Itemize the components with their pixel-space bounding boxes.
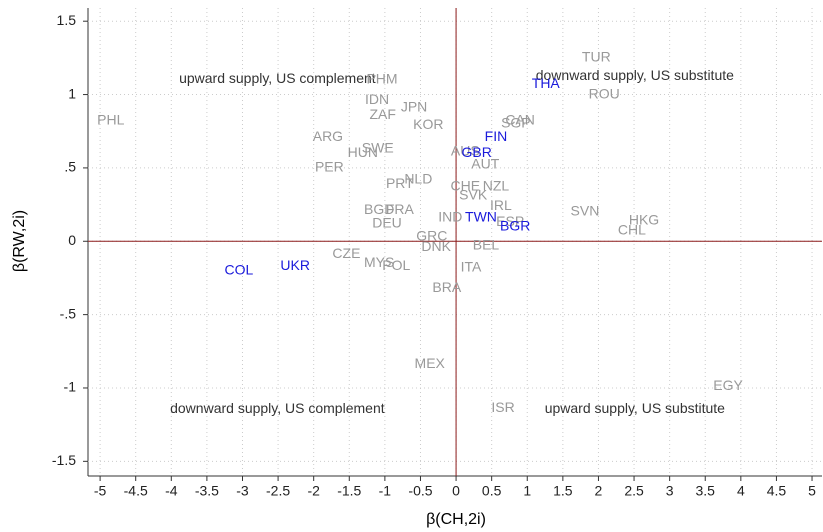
x-tick-label: -4 (165, 483, 178, 499)
point-label: HUN (348, 144, 378, 160)
point-label: PHM (366, 71, 397, 87)
point-label: SVK (459, 186, 488, 202)
point-label: POL (382, 257, 410, 273)
y-tick-label: .5 (64, 159, 76, 175)
point-label: DNK (421, 238, 451, 254)
y-tick-label: -1 (64, 379, 77, 395)
point-label: MYS (364, 254, 394, 270)
point-label: PHL (97, 112, 124, 128)
x-tick-label: -3 (236, 483, 249, 499)
point-label: FRA (386, 201, 415, 217)
point-label: BEL (473, 236, 500, 252)
x-tick-label: -2 (307, 483, 320, 499)
point-label: GBR (462, 144, 492, 160)
x-tick-label: 0.5 (482, 483, 502, 499)
point-label: AUS (451, 142, 480, 158)
y-axis-label: β(RW,2i) (11, 210, 28, 272)
x-tick-label: 5 (808, 483, 816, 499)
annotation: downward supply, US complement (170, 400, 385, 416)
x-tick-label: -3.5 (195, 483, 219, 499)
point-label: BRA (432, 279, 461, 295)
point-label: ROU (589, 85, 620, 101)
point-label: JPN (401, 98, 427, 114)
x-tick-label: 4 (737, 483, 745, 499)
point-label: FIN (485, 128, 508, 144)
point-label: BGD (364, 201, 394, 217)
point-label: CHL (618, 222, 646, 238)
point-label: ARG (313, 128, 343, 144)
x-tick-label: 2.5 (624, 483, 644, 499)
point-label: THA (532, 75, 561, 91)
x-axis-label: β(CH,2i) (426, 511, 486, 528)
point-label: EGY (713, 377, 743, 393)
annotation: upward supply, US substitute (545, 400, 725, 416)
point-label: HKG (629, 211, 659, 227)
y-tick-label: -1.5 (52, 452, 76, 468)
x-tick-label: -5 (94, 483, 107, 499)
y-tick-label: -.5 (60, 305, 77, 321)
point-label: ITA (461, 258, 482, 274)
point-label: IDN (365, 91, 389, 107)
point-label: KOR (413, 116, 443, 132)
point-label: DEU (372, 214, 402, 230)
point-label: CAN (505, 112, 535, 128)
point-label: PER (315, 159, 344, 175)
point-label: SVN (571, 203, 600, 219)
x-tick-label: -1 (379, 483, 392, 499)
x-tick-label: 0 (452, 483, 460, 499)
point-label: CZE (332, 245, 360, 261)
x-tick-label: 1 (523, 483, 531, 499)
annotation: downward supply, US substitute (536, 67, 734, 83)
point-label: NZL (483, 178, 510, 194)
x-tick-label: 3.5 (696, 483, 716, 499)
x-tick-label: 3 (666, 483, 674, 499)
y-tick-label: 1 (68, 85, 76, 101)
x-tick-label: -2.5 (266, 483, 290, 499)
point-label: TWN (465, 208, 497, 224)
x-tick-label: 4.5 (767, 483, 787, 499)
point-label: ISR (491, 399, 514, 415)
point-label: IND (438, 208, 462, 224)
point-label: MEX (415, 355, 446, 371)
x-tick-label: -4.5 (124, 483, 148, 499)
point-label: SWE (362, 140, 394, 156)
x-tick-label: 2 (595, 483, 603, 499)
point-label: PRT (386, 175, 414, 191)
x-tick-label: -1.5 (337, 483, 361, 499)
point-label: GRC (416, 228, 447, 244)
point-label: BGR (500, 217, 530, 233)
y-tick-label: 0 (68, 232, 76, 248)
point-label: COL (225, 261, 254, 277)
x-tick-label: -0.5 (408, 483, 432, 499)
point-label: UKR (280, 257, 310, 273)
point-label: TUR (582, 49, 611, 65)
point-label: SGP (501, 115, 531, 131)
x-tick-label: 1.5 (553, 483, 573, 499)
y-tick-label: 1.5 (57, 12, 77, 28)
point-label: NLD (404, 170, 432, 186)
point-label: IRL (490, 197, 512, 213)
annotation: upward supply, US complement (179, 70, 376, 86)
point-label: ESP (496, 213, 524, 229)
point-label: ZAF (370, 106, 396, 122)
point-label: AUT (471, 156, 499, 172)
point-label: CHE (451, 178, 481, 194)
